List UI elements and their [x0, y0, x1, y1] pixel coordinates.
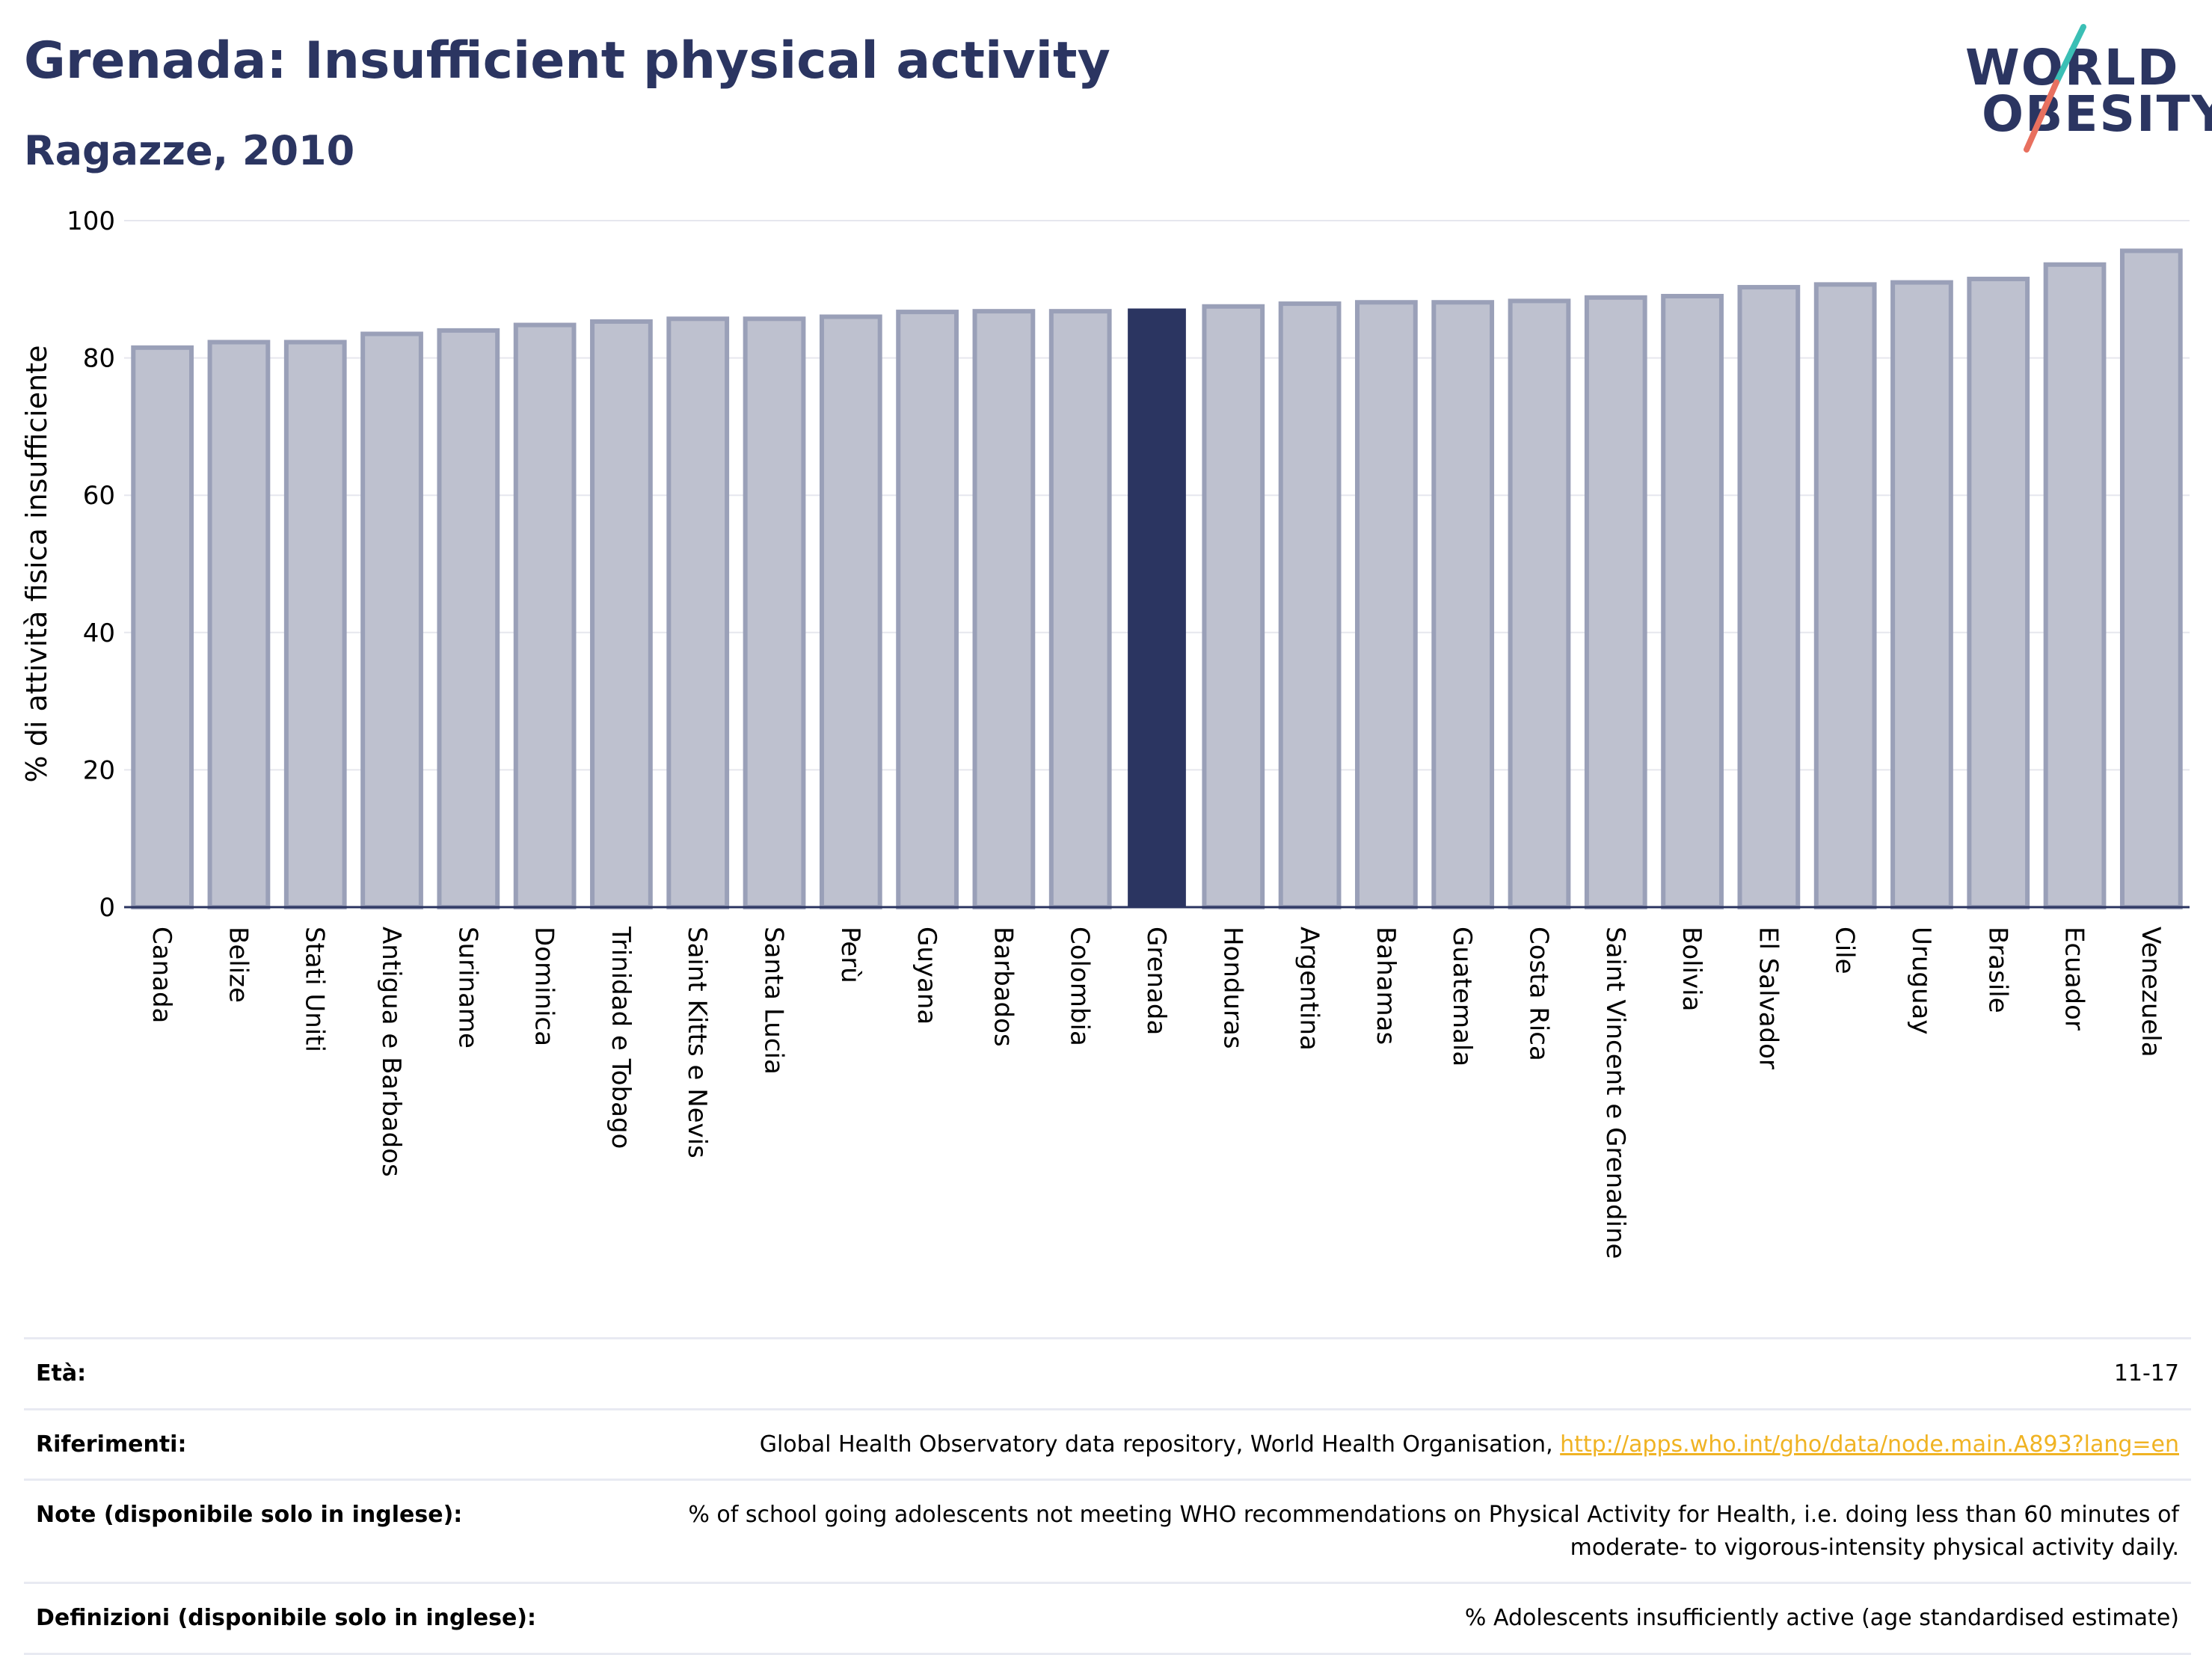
meta-value-definitions: % Adolescents insufficiently active (age… [616, 1582, 2191, 1655]
x-tick-label: Costa Rica [1523, 927, 1553, 1061]
x-tick-label: Perù [835, 927, 865, 983]
x-tick-label: Trinidad e Tobago [606, 926, 636, 1149]
metadata-table: Età: 11-17 Riferimenti: Global Health Ob… [24, 1337, 2191, 1655]
bar-belize [207, 340, 271, 909]
bar-honduras [1202, 304, 1265, 909]
y-tick-label: 60 [83, 481, 115, 511]
y-tick-label: 20 [83, 755, 115, 785]
bar-canada [131, 345, 194, 909]
bar-argentina [1278, 301, 1342, 909]
bar-ecuador [2043, 262, 2107, 909]
x-tick-label: Antigua e Barbados [376, 927, 406, 1177]
bar-suriname [437, 328, 500, 909]
bar-barbados [972, 309, 1036, 909]
bar-el-salvador [1737, 285, 1801, 909]
x-tick-label: Santa Lucia [759, 927, 789, 1075]
bar-stati-uniti [283, 340, 347, 909]
x-tick-label: Barbados [988, 927, 1018, 1047]
world-obesity-logo[interactable]: WORLD OBESITY [1952, 21, 2212, 156]
x-tick-label: Suriname [452, 927, 482, 1048]
x-tick-label: Argentina [1294, 927, 1324, 1051]
bar-saint-kitts-e-nevis [666, 316, 730, 909]
x-tick-label: Brasile [1982, 927, 2012, 1013]
meta-row-notes: Note (disponibile solo in inglese): % of… [24, 1479, 2191, 1584]
y-tick-label: 100 [67, 206, 115, 236]
x-tick-label: Uruguay [1906, 927, 1936, 1035]
x-tick-label: Grenada [1141, 927, 1171, 1035]
logo-text-obesity: OBESITY [1982, 85, 2212, 143]
meta-row-references: Riferimenti: Global Health Observatory d… [24, 1407, 2191, 1481]
bar-cile [1813, 282, 1877, 909]
x-tick-label: Bahamas [1371, 927, 1401, 1045]
x-tick-label: Canada [147, 927, 176, 1023]
x-tick-label: Honduras [1217, 927, 1247, 1049]
y-tick-label: 0 [99, 893, 115, 923]
logo-slash-icon [2024, 24, 2086, 153]
x-tick-label: Venezuela [2136, 927, 2166, 1057]
x-tick-label: Cile [1830, 927, 1860, 974]
bar-per- [819, 314, 882, 909]
meta-row-definitions: Definizioni (disponibile solo in inglese… [24, 1582, 2191, 1655]
meta-value-notes: % of school going adolescents not meetin… [616, 1479, 2191, 1584]
bar-chart: 0 20 40 60 80 100 Canada Belize Stati Uniti Antig… [20, 206, 2190, 1259]
bar-guyana [896, 310, 959, 909]
bar-bahamas [1355, 300, 1418, 909]
x-tick-label: El Salvador [1753, 927, 1783, 1069]
meta-label-references: Riferimenti: [24, 1407, 616, 1481]
x-tick-label: Colombia [1065, 927, 1095, 1046]
bar-saint-vincent-e-grenadine [1584, 295, 1647, 910]
x-tick-label: Bolivia [1677, 927, 1706, 1011]
bar-trinidad-e-tobago [590, 319, 653, 910]
x-tick-label: Saint Kitts e Nevis [682, 927, 712, 1158]
x-tick-label: Saint Vincent e Grenadine [1600, 927, 1630, 1259]
x-tick-label: Belize [223, 927, 253, 1003]
bar-costa-rica [1508, 298, 1571, 909]
bar-grenada [1128, 308, 1186, 907]
meta-label-definitions: Definizioni (disponibile solo in inglese… [24, 1582, 616, 1655]
meta-value-age: 11-17 [616, 1337, 2191, 1410]
bar-guatemala [1431, 300, 1495, 909]
meta-label-age: Età: [24, 1337, 616, 1410]
bar-brasile [1967, 277, 2030, 909]
bar-dominica [513, 322, 577, 909]
bar-venezuela [2119, 248, 2183, 909]
x-tick-label: Dominica [529, 927, 559, 1046]
chart-subtitle: Ragazze, 2010 [24, 127, 355, 174]
x-tick-label: Ecuador [2059, 927, 2089, 1031]
chart-title: Grenada: Insufficient physical activity [24, 31, 1110, 90]
y-tick-label: 80 [83, 344, 115, 374]
x-tick-label: Stati Uniti [300, 927, 330, 1052]
reference-text: Global Health Observatory data repositor… [759, 1431, 1561, 1458]
meta-value-references: Global Health Observatory data repositor… [616, 1407, 2191, 1481]
bar-bolivia [1661, 293, 1724, 910]
y-tick-label: 40 [83, 618, 115, 648]
bar-colombia [1048, 309, 1112, 909]
meta-label-notes: Note (disponibile solo in inglese): [24, 1479, 616, 1584]
bar-santa-lucia [743, 316, 806, 909]
x-tick-label: Guatemala [1447, 927, 1477, 1066]
bar-antigua-e-barbados [360, 331, 423, 910]
y-axis-title: % di attività fisica insufficiente [20, 346, 53, 783]
meta-row-age: Età: 11-17 [24, 1337, 2191, 1410]
x-tick-label: Guyana [912, 927, 941, 1025]
reference-link[interactable]: http://apps.who.int/gho/data/node.main.A… [1560, 1431, 2179, 1458]
bar-uruguay [1890, 280, 1953, 909]
